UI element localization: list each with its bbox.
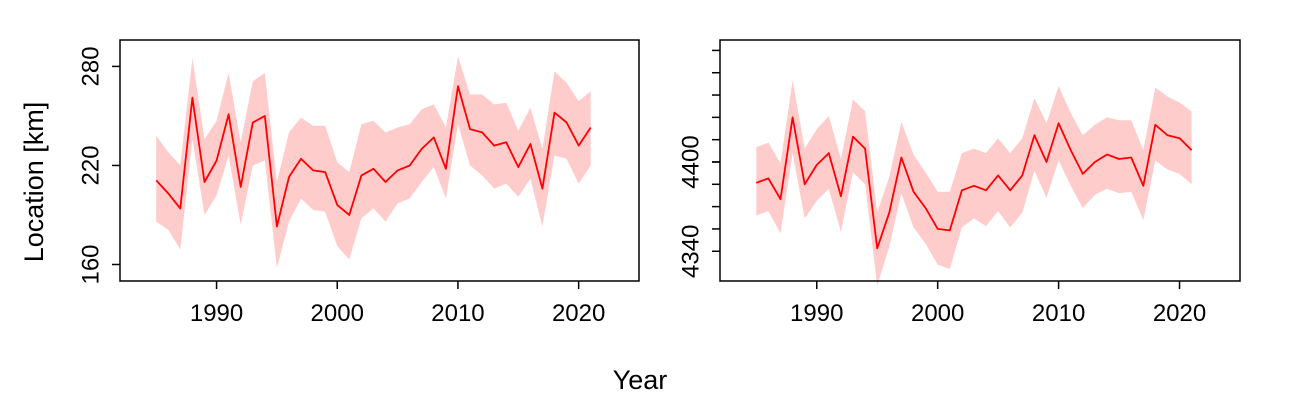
series-line: [755, 116, 1193, 250]
x-tick-label: 2000: [911, 300, 964, 327]
y-axis-title: Location [km]: [19, 102, 49, 263]
x-tick-label: 2010: [431, 300, 484, 327]
y-tick-label: 4340: [677, 225, 704, 278]
y-tick-label: 4400: [677, 135, 704, 188]
x-tick-label: 1990: [790, 300, 843, 327]
plot-frame: [119, 39, 640, 282]
y-tick-label: 280: [77, 46, 104, 86]
x-tick-label: 2020: [1153, 300, 1206, 327]
plot-frame: [719, 39, 1241, 282]
panel-2: 1990 2000 2010 2020 4340 4400: [677, 39, 1241, 327]
y-tick-label: 220: [77, 145, 104, 185]
panels: 1990 2000 2010 2020 160 220 280 1990 2000 2010 202…: [77, 39, 1241, 327]
x-axis-title: Year: [613, 365, 668, 395]
panel-1: 1990 2000 2010 2020 160 220 280: [77, 39, 640, 327]
x-tick-label: 2000: [311, 300, 364, 327]
series-line: [155, 85, 592, 228]
confidence-band: [756, 80, 1192, 286]
confidence-band: [156, 56, 591, 268]
x-tick-label: 2020: [552, 300, 605, 327]
x-tick-label: 1990: [190, 300, 243, 327]
y-tick-label: 160: [77, 244, 104, 284]
x-tick-label: 2010: [1032, 300, 1085, 327]
